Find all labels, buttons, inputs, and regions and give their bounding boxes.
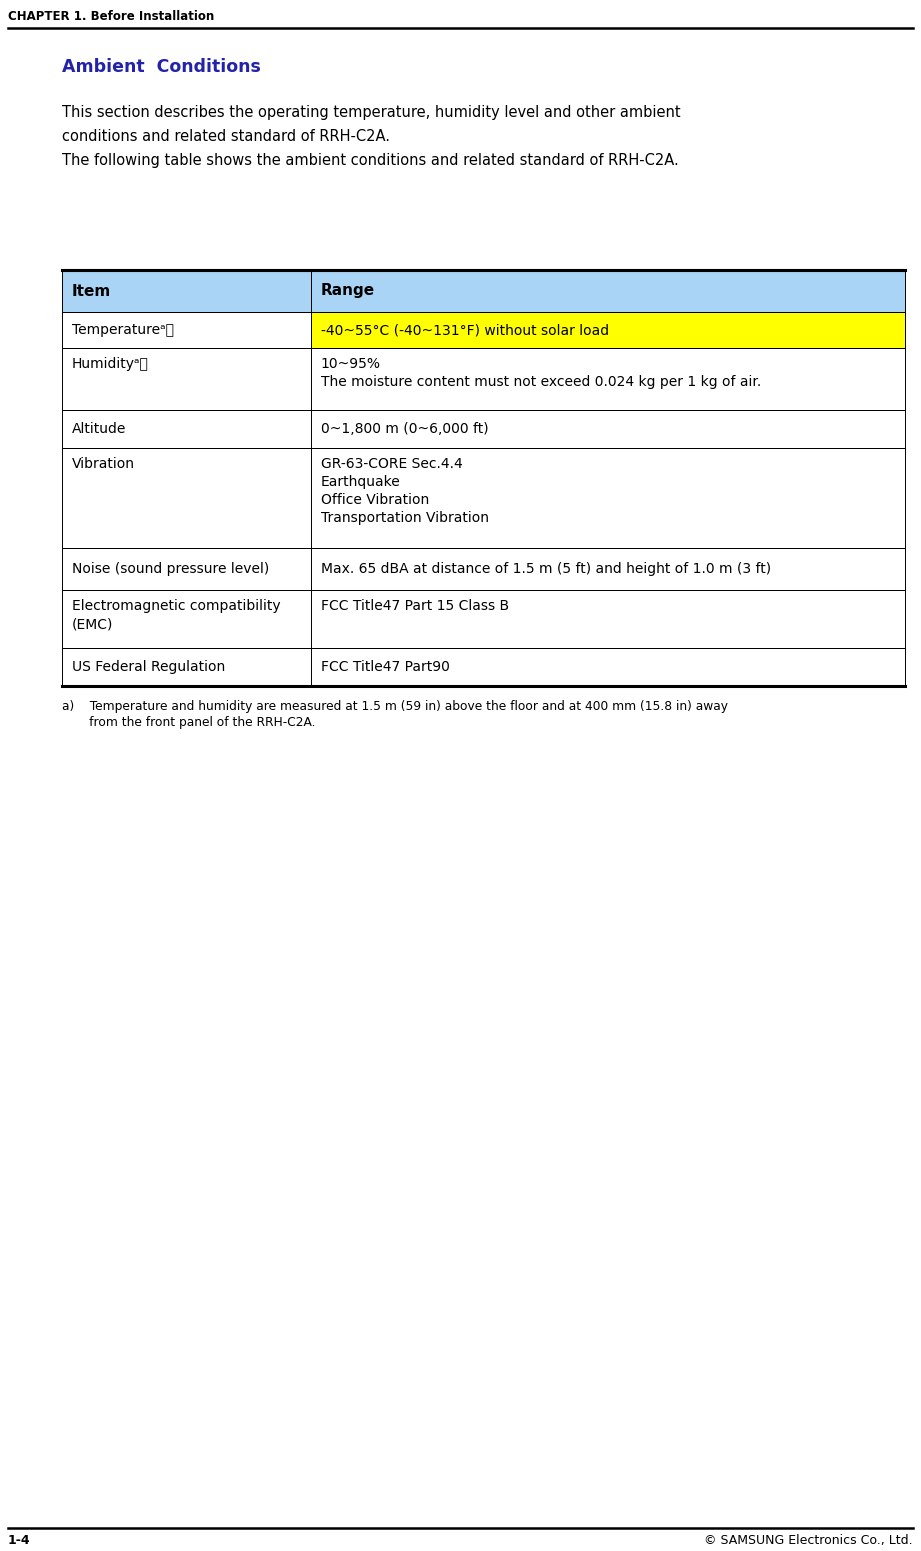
Text: FCC Title47 Part 15 Class B: FCC Title47 Part 15 Class B bbox=[321, 599, 508, 613]
Text: Temperatureᵃ⦳: Temperatureᵃ⦳ bbox=[72, 323, 174, 337]
Text: Vibration: Vibration bbox=[72, 458, 135, 472]
Text: Item: Item bbox=[72, 284, 111, 298]
Text: Range: Range bbox=[321, 284, 375, 298]
Text: Electromagnetic compatibility: Electromagnetic compatibility bbox=[72, 599, 281, 613]
Text: Max. 65 dBA at distance of 1.5 m (5 ft) and height of 1.0 m (3 ft): Max. 65 dBA at distance of 1.5 m (5 ft) … bbox=[321, 561, 771, 575]
Text: This section describes the operating temperature, humidity level and other ambie: This section describes the operating tem… bbox=[62, 105, 681, 119]
Text: Earthquake: Earthquake bbox=[321, 475, 401, 489]
Text: Transportation Vibration: Transportation Vibration bbox=[321, 510, 489, 524]
Text: 10~95%: 10~95% bbox=[321, 357, 380, 371]
Text: The moisture content must not exceed 0.024 kg per 1 kg of air.: The moisture content must not exceed 0.0… bbox=[321, 375, 761, 389]
Text: 0~1,800 m (0~6,000 ft): 0~1,800 m (0~6,000 ft) bbox=[321, 422, 488, 436]
Text: conditions and related standard of RRH-C2A.: conditions and related standard of RRH-C… bbox=[62, 129, 390, 144]
Text: -40~55°C (-40~131°F) without solar load: -40~55°C (-40~131°F) without solar load bbox=[321, 323, 609, 337]
Text: Office Vibration: Office Vibration bbox=[321, 493, 429, 507]
Text: US Federal Regulation: US Federal Regulation bbox=[72, 661, 226, 675]
Text: Humidityᵃ⦳: Humidityᵃ⦳ bbox=[72, 357, 149, 371]
Text: from the front panel of the RRH-C2A.: from the front panel of the RRH-C2A. bbox=[62, 717, 316, 729]
Text: CHAPTER 1. Before Installation: CHAPTER 1. Before Installation bbox=[8, 9, 215, 23]
Text: 1-4: 1-4 bbox=[8, 1534, 30, 1546]
Text: (EMC): (EMC) bbox=[72, 617, 113, 631]
Bar bbox=[310, 312, 905, 347]
Bar bbox=[62, 270, 905, 312]
Text: FCC Title47 Part90: FCC Title47 Part90 bbox=[321, 661, 449, 675]
Text: Ambient  Conditions: Ambient Conditions bbox=[62, 57, 261, 76]
Text: GR-63-CORE Sec.4.4: GR-63-CORE Sec.4.4 bbox=[321, 458, 462, 472]
Text: Noise (sound pressure level): Noise (sound pressure level) bbox=[72, 561, 269, 575]
Text: The following table shows the ambient conditions and related standard of RRH-C2A: The following table shows the ambient co… bbox=[62, 154, 679, 168]
Text: © SAMSUNG Electronics Co., Ltd.: © SAMSUNG Electronics Co., Ltd. bbox=[705, 1534, 913, 1546]
Text: a)    Temperature and humidity are measured at 1.5 m (59 in) above the floor and: a) Temperature and humidity are measured… bbox=[62, 700, 728, 713]
Text: Altitude: Altitude bbox=[72, 422, 126, 436]
